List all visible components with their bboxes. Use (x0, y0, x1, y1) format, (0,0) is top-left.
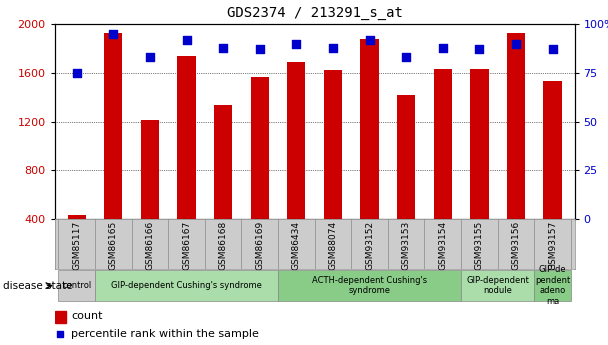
Text: GSM93154: GSM93154 (438, 220, 447, 270)
Bar (434, 69, 452, 219)
Text: GSM93152: GSM93152 (365, 220, 374, 270)
Text: control: control (62, 281, 91, 290)
Bar (104, 33, 122, 219)
Point (474, 47, 484, 52)
Point (511, 41, 521, 47)
Text: GSM86166: GSM86166 (145, 220, 154, 270)
Bar (55, 310, 66, 323)
Bar (397, 95, 415, 219)
Text: GSM86167: GSM86167 (182, 220, 191, 270)
Bar (140, 120, 159, 219)
Point (255, 47, 264, 52)
Point (55, 331, 65, 337)
Text: GSM86169: GSM86169 (255, 220, 264, 270)
Text: GSM93153: GSM93153 (402, 220, 410, 270)
Point (365, 37, 375, 42)
Text: GSM93156: GSM93156 (511, 220, 520, 270)
Bar (278, 270, 461, 301)
Text: GSM88074: GSM88074 (328, 220, 337, 270)
Text: GSM85117: GSM85117 (72, 220, 81, 270)
Bar (95, 270, 278, 301)
Point (548, 47, 558, 52)
Bar (287, 62, 305, 219)
Text: GSM86434: GSM86434 (292, 220, 301, 269)
Text: ACTH-dependent Cushing's
syndrome: ACTH-dependent Cushing's syndrome (312, 276, 427, 295)
Text: count: count (71, 312, 103, 321)
Text: GSM86165: GSM86165 (109, 220, 118, 270)
Point (182, 37, 192, 42)
Point (438, 45, 447, 50)
Bar (470, 69, 489, 219)
Title: GDS2374 / 213291_s_at: GDS2374 / 213291_s_at (227, 6, 402, 20)
Text: GIP-dependent
nodule: GIP-dependent nodule (466, 276, 529, 295)
Point (401, 55, 411, 60)
Bar (250, 77, 269, 219)
Text: GSM93155: GSM93155 (475, 220, 484, 270)
Bar (544, 81, 562, 219)
Bar (461, 270, 534, 301)
Text: GSM86168: GSM86168 (219, 220, 227, 270)
Text: disease state: disease state (3, 281, 72, 290)
Bar (534, 270, 571, 301)
Bar (214, 105, 232, 219)
Text: GIP-dependent Cushing's syndrome: GIP-dependent Cushing's syndrome (111, 281, 262, 290)
Bar (507, 33, 525, 219)
Point (291, 41, 301, 47)
Bar (58, 270, 95, 301)
Bar (324, 70, 342, 219)
Text: GSM93157: GSM93157 (548, 220, 557, 270)
Bar (178, 56, 196, 219)
Text: percentile rank within the sample: percentile rank within the sample (71, 329, 259, 339)
Point (72, 70, 81, 76)
Point (145, 55, 155, 60)
Point (218, 45, 228, 50)
Point (328, 45, 338, 50)
Bar (67, 215, 86, 219)
Point (108, 31, 118, 37)
Text: GIP-de
pendent
adeno
ma: GIP-de pendent adeno ma (535, 265, 570, 306)
Bar (361, 39, 379, 219)
